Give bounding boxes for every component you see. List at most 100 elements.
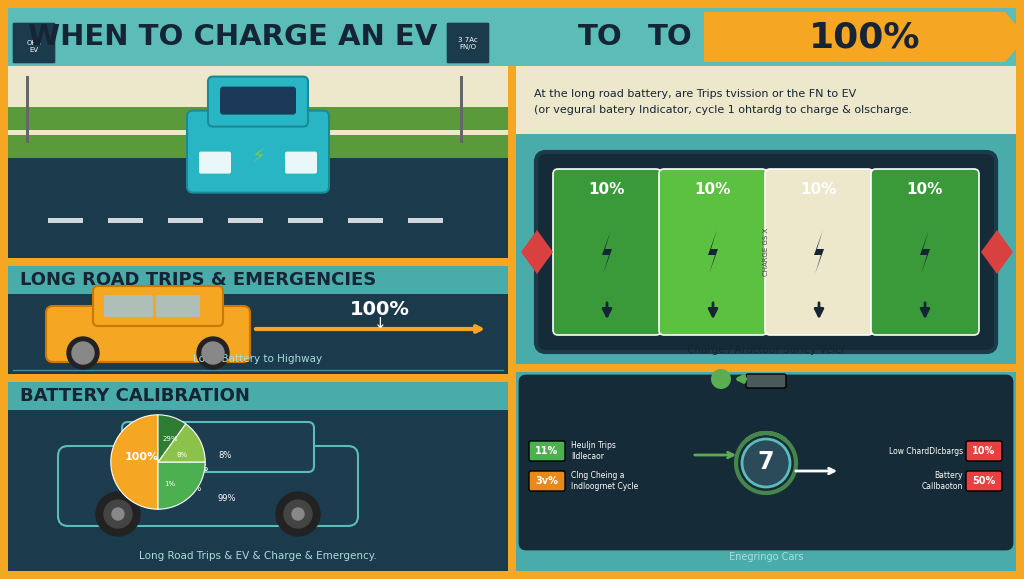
Bar (8, 258, 508, 266)
Wedge shape (158, 424, 205, 462)
Polygon shape (521, 230, 553, 274)
Bar (516, 372, 1016, 571)
Text: 1%: 1% (188, 484, 202, 493)
Text: CHARGE GS X: CHARGE GS X (763, 228, 769, 276)
FancyBboxPatch shape (966, 441, 1002, 461)
Bar (8, 410, 508, 571)
FancyBboxPatch shape (553, 169, 662, 335)
Text: Battery
Callbaoton: Battery Callbaoton (922, 471, 963, 490)
Polygon shape (705, 12, 1024, 62)
Bar (8, 153, 508, 258)
Text: 99%: 99% (218, 494, 237, 503)
FancyBboxPatch shape (536, 152, 996, 352)
Text: 100%: 100% (350, 300, 410, 319)
Text: 29%: 29% (162, 436, 177, 442)
FancyBboxPatch shape (220, 87, 296, 115)
Text: ↓: ↓ (374, 316, 386, 331)
Bar (516, 134, 1016, 364)
FancyBboxPatch shape (520, 376, 1012, 549)
Text: Long Road Trips & EV & Charge & Emergency.: Long Road Trips & EV & Charge & Emergenc… (139, 551, 377, 561)
Bar (228, 218, 263, 223)
FancyBboxPatch shape (122, 422, 314, 472)
Text: 8%: 8% (218, 451, 231, 460)
Text: 100%: 100% (125, 452, 159, 462)
Text: 29%: 29% (188, 464, 208, 473)
Bar (8, 374, 508, 382)
Bar (26, 76, 29, 143)
Bar (8, 8, 1016, 66)
Bar (8, 266, 508, 374)
Text: 10%: 10% (589, 181, 626, 196)
FancyBboxPatch shape (46, 306, 250, 362)
Text: At the long road battery, are Trips tvission or the FN to EV: At the long road battery, are Trips tvis… (534, 89, 856, 99)
Text: TO: TO (578, 23, 623, 51)
FancyBboxPatch shape (659, 169, 767, 335)
Text: Heuljn Trips
Ildlecaor: Heuljn Trips Ildlecaor (571, 441, 615, 461)
Polygon shape (814, 230, 824, 274)
Text: 3v%: 3v% (536, 476, 558, 486)
Bar (516, 66, 1016, 134)
FancyBboxPatch shape (746, 374, 786, 388)
Text: Enegringo Cars: Enegringo Cars (729, 552, 803, 562)
FancyBboxPatch shape (871, 169, 979, 335)
Bar (0, 0, 8, 579)
FancyBboxPatch shape (966, 471, 1002, 491)
Text: 10%: 10% (907, 181, 943, 196)
Text: WHEN TO CHARGE AN EV: WHEN TO CHARGE AN EV (28, 23, 437, 51)
FancyBboxPatch shape (104, 295, 153, 317)
Circle shape (276, 492, 319, 536)
Bar (8, 382, 508, 410)
Bar (1016, 0, 1024, 579)
Bar (8, 107, 508, 130)
Bar (8, 266, 508, 294)
Bar (8, 382, 508, 571)
Circle shape (72, 342, 94, 364)
Text: Charge / Ardctour Surley Velcr: Charge / Ardctour Surley Velcr (687, 345, 845, 355)
FancyBboxPatch shape (58, 446, 358, 526)
Polygon shape (920, 230, 930, 274)
Circle shape (197, 337, 229, 369)
Text: 10%: 10% (695, 181, 731, 196)
FancyBboxPatch shape (199, 152, 231, 174)
Wedge shape (158, 415, 185, 462)
Bar (8, 66, 508, 258)
Bar (0, 571, 1024, 579)
Bar (348, 218, 383, 223)
Circle shape (96, 492, 140, 536)
Circle shape (104, 500, 132, 528)
Bar (408, 218, 443, 223)
FancyBboxPatch shape (529, 471, 565, 491)
FancyBboxPatch shape (156, 295, 200, 317)
Text: 10%: 10% (801, 181, 838, 196)
Text: Long Battery to Highway: Long Battery to Highway (194, 354, 323, 364)
FancyBboxPatch shape (208, 76, 308, 127)
Text: 8%: 8% (176, 452, 187, 459)
Text: LONG ROAD TRIPS & EMERGENCIES: LONG ROAD TRIPS & EMERGENCIES (20, 271, 376, 289)
Text: ⚡: ⚡ (251, 147, 265, 166)
Text: Clng Cheing a
Indloogrnet Cycle: Clng Cheing a Indloogrnet Cycle (571, 471, 638, 490)
Circle shape (112, 508, 124, 520)
FancyBboxPatch shape (285, 152, 317, 174)
FancyBboxPatch shape (12, 22, 56, 64)
FancyBboxPatch shape (765, 169, 873, 335)
Circle shape (742, 439, 790, 487)
FancyBboxPatch shape (446, 22, 490, 64)
Bar (108, 218, 143, 223)
FancyBboxPatch shape (187, 111, 329, 193)
Circle shape (67, 337, 99, 369)
Circle shape (202, 342, 224, 364)
Text: 1
OHn
EV: 1 OHn EV (27, 33, 42, 53)
Circle shape (711, 369, 731, 389)
Text: BATTERY CALIBRATION: BATTERY CALIBRATION (20, 387, 250, 405)
Bar (8, 294, 508, 374)
Polygon shape (981, 230, 1013, 274)
Circle shape (292, 508, 304, 520)
Text: 11%: 11% (536, 446, 559, 456)
Text: 50%: 50% (973, 476, 995, 486)
Bar (0, 0, 1024, 8)
Text: 10%: 10% (973, 446, 995, 456)
Wedge shape (158, 462, 205, 509)
Text: Low ChardDlcbargs: Low ChardDlcbargs (889, 446, 963, 456)
Bar (460, 76, 463, 143)
Text: TO: TO (648, 23, 693, 51)
